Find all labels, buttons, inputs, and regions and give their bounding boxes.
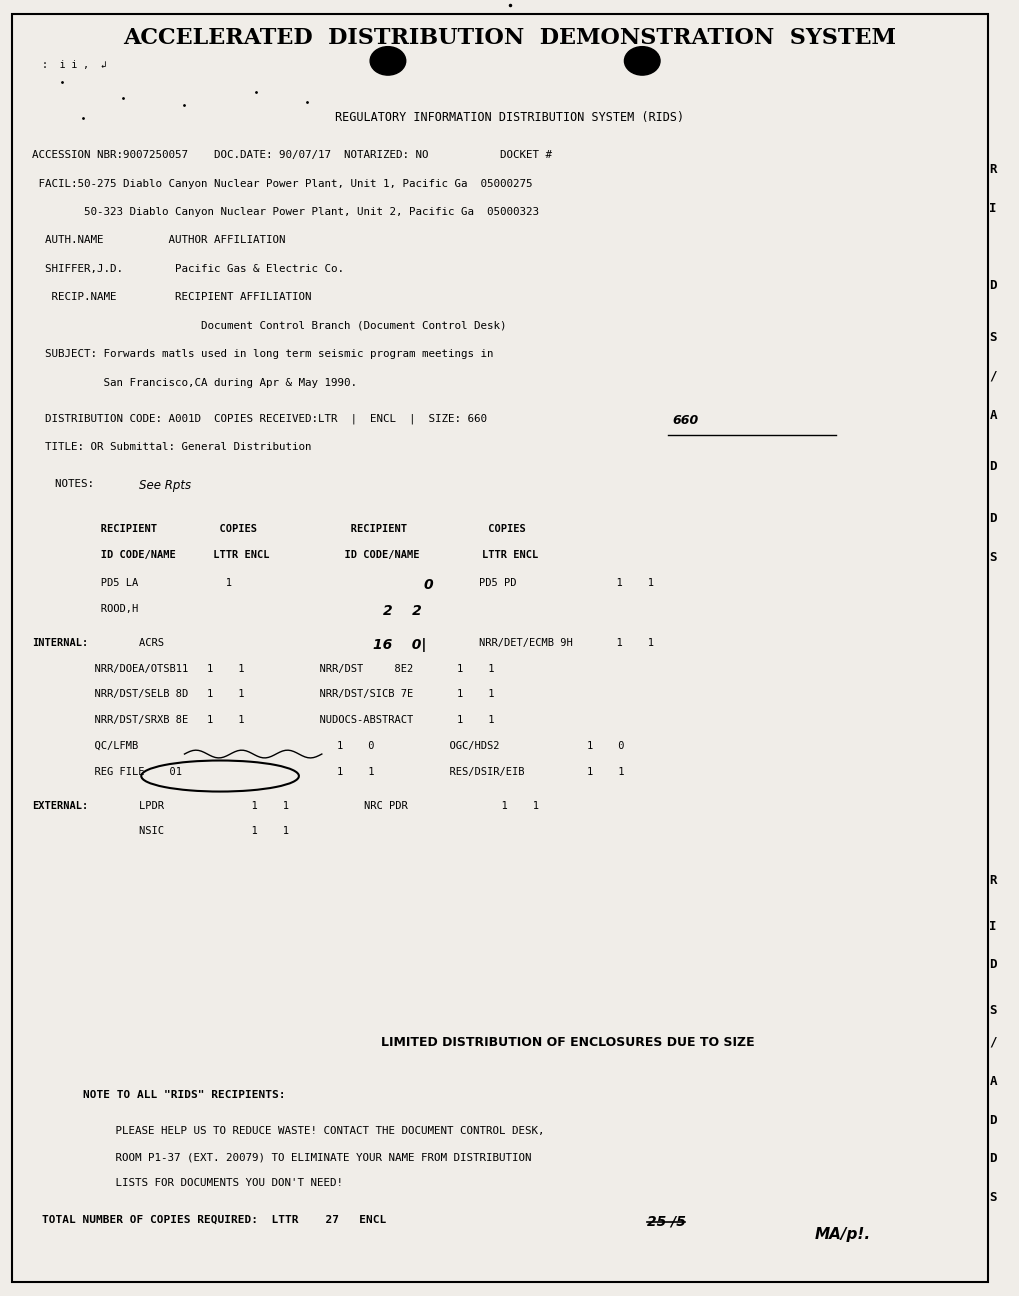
Text: A: A (988, 1074, 996, 1087)
Text: NRR/DOEA/OTSB11   1    1            NRR/DST     8E2       1    1: NRR/DOEA/OTSB11 1 1 NRR/DST 8E2 1 1 (32, 664, 494, 674)
Text: NRR/DST/SRXB 8E   1    1            NUDOCS-ABSTRACT       1    1: NRR/DST/SRXB 8E 1 1 NUDOCS-ABSTRACT 1 1 (32, 715, 494, 726)
Text: PLEASE HELP US TO REDUCE WASTE! CONTACT THE DOCUMENT CONTROL DESK,: PLEASE HELP US TO REDUCE WASTE! CONTACT … (83, 1126, 544, 1137)
Text: 25 /5: 25 /5 (647, 1214, 686, 1229)
Text: 1    0            OGC/HDS2              1    0: 1 0 OGC/HDS2 1 0 (336, 741, 624, 752)
Text: 2    2: 2 2 (382, 604, 421, 618)
Text: NOTES:: NOTES: (42, 478, 94, 489)
Text: REGULATORY INFORMATION DISTRIBUTION SYSTEM (RIDS): REGULATORY INFORMATION DISTRIBUTION SYST… (335, 111, 684, 124)
Text: ID CODE/NAME      LTTR ENCL            ID CODE/NAME          LTTR ENCL: ID CODE/NAME LTTR ENCL ID CODE/NAME LTTR… (32, 550, 538, 560)
Text: 1    1            RES/DSIR/EIB          1    1: 1 1 RES/DSIR/EIB 1 1 (336, 767, 624, 778)
Text: ACCELERATED  DISTRIBUTION  DEMONSTRATION  SYSTEM: ACCELERATED DISTRIBUTION DEMONSTRATION S… (123, 27, 896, 49)
Text: See Rpts: See Rpts (139, 478, 191, 491)
Text: /: / (988, 1036, 996, 1048)
Text: EXTERNAL:: EXTERNAL: (32, 801, 88, 810)
Text: DISTRIBUTION CODE: A001D  COPIES RECEIVED:LTR  |  ENCL  |  SIZE: 660: DISTRIBUTION CODE: A001D COPIES RECEIVED… (32, 413, 486, 424)
Text: R: R (988, 875, 996, 888)
Ellipse shape (624, 47, 659, 75)
Text: :  i i ,  ↲: : i i , ↲ (42, 60, 107, 70)
Text: SUBJECT: Forwards matls used in long term seismic program meetings in: SUBJECT: Forwards matls used in long ter… (32, 349, 493, 359)
Text: 50-323 Diablo Canyon Nuclear Power Plant, Unit 2, Pacific Ga  05000323: 50-323 Diablo Canyon Nuclear Power Plant… (32, 207, 538, 216)
Text: 0: 0 (423, 578, 433, 592)
Text: A: A (988, 408, 996, 421)
Text: MA/p!.: MA/p!. (814, 1227, 870, 1243)
Text: S: S (988, 1191, 996, 1204)
Text: ACRS: ACRS (139, 638, 251, 648)
Text: NSIC              1    1: NSIC 1 1 (139, 827, 288, 836)
Text: D: D (988, 1113, 996, 1126)
Text: PD5 PD                1    1: PD5 PD 1 1 (479, 578, 654, 588)
Text: S: S (988, 551, 996, 564)
Text: San Francisco,CA during Apr & May 1990.: San Francisco,CA during Apr & May 1990. (32, 377, 357, 388)
Text: D: D (988, 1152, 996, 1165)
Text: 16    0|: 16 0| (372, 638, 426, 652)
Text: Document Control Branch (Document Control Desk): Document Control Branch (Document Contro… (32, 321, 505, 330)
Text: ROOD,H: ROOD,H (32, 604, 225, 614)
Text: INTERNAL:: INTERNAL: (32, 638, 88, 648)
Text: I: I (988, 920, 996, 933)
Text: R: R (988, 163, 996, 176)
Text: SHIFFER,J.D.        Pacific Gas & Electric Co.: SHIFFER,J.D. Pacific Gas & Electric Co. (32, 264, 343, 273)
Text: PD5 LA              1: PD5 LA 1 (32, 578, 257, 588)
Text: NRR/DST/SELB 8D   1    1            NRR/DST/SICB 7E       1    1: NRR/DST/SELB 8D 1 1 NRR/DST/SICB 7E 1 1 (32, 689, 494, 700)
Text: TITLE: OR Submittal: General Distribution: TITLE: OR Submittal: General Distributio… (32, 442, 311, 452)
Text: ACCESSION NBR:9007250057    DOC.DATE: 90/07/17  NOTARIZED: NO           DOCKET #: ACCESSION NBR:9007250057 DOC.DATE: 90/07… (32, 150, 551, 161)
Text: RECIPIENT          COPIES               RECIPIENT             COPIES: RECIPIENT COPIES RECIPIENT COPIES (32, 524, 525, 534)
Text: D: D (988, 280, 996, 293)
Text: ROOM P1-37 (EXT. 20079) TO ELIMINATE YOUR NAME FROM DISTRIBUTION: ROOM P1-37 (EXT. 20079) TO ELIMINATE YOU… (83, 1152, 531, 1163)
Text: D: D (988, 512, 996, 525)
Text: FACIL:50-275 Diablo Canyon Nuclear Power Plant, Unit 1, Pacific Ga  05000275: FACIL:50-275 Diablo Canyon Nuclear Power… (32, 179, 532, 188)
Text: AUTH.NAME          AUTHOR AFFILIATION: AUTH.NAME AUTHOR AFFILIATION (32, 236, 285, 245)
Text: TOTAL NUMBER OF COPIES REQUIRED:  LTTR    27   ENCL: TOTAL NUMBER OF COPIES REQUIRED: LTTR 27… (42, 1214, 407, 1225)
Ellipse shape (370, 47, 406, 75)
Text: LIMITED DISTRIBUTION OF ENCLOSURES DUE TO SIZE: LIMITED DISTRIBUTION OF ENCLOSURES DUE T… (380, 1036, 753, 1048)
Text: RECIP.NAME         RECIPIENT AFFILIATION: RECIP.NAME RECIPIENT AFFILIATION (32, 293, 311, 302)
Text: D: D (988, 460, 996, 473)
Text: I: I (988, 202, 996, 215)
Text: D: D (988, 958, 996, 971)
Text: QC/LFMB: QC/LFMB (32, 741, 138, 752)
Text: NRR/DET/ECMB 9H       1    1: NRR/DET/ECMB 9H 1 1 (479, 638, 654, 648)
Text: S: S (988, 1003, 996, 1016)
Text: REG FILE    01: REG FILE 01 (32, 767, 181, 778)
Text: S: S (988, 330, 996, 345)
Text: LISTS FOR DOCUMENTS YOU DON'T NEED!: LISTS FOR DOCUMENTS YOU DON'T NEED! (83, 1178, 342, 1188)
Text: LPDR              1    1            NRC PDR               1    1: LPDR 1 1 NRC PDR 1 1 (139, 801, 538, 810)
Text: NOTE TO ALL "RIDS" RECIPIENTS:: NOTE TO ALL "RIDS" RECIPIENTS: (83, 1090, 285, 1100)
Text: 660: 660 (673, 413, 698, 426)
Text: /: / (988, 369, 996, 382)
